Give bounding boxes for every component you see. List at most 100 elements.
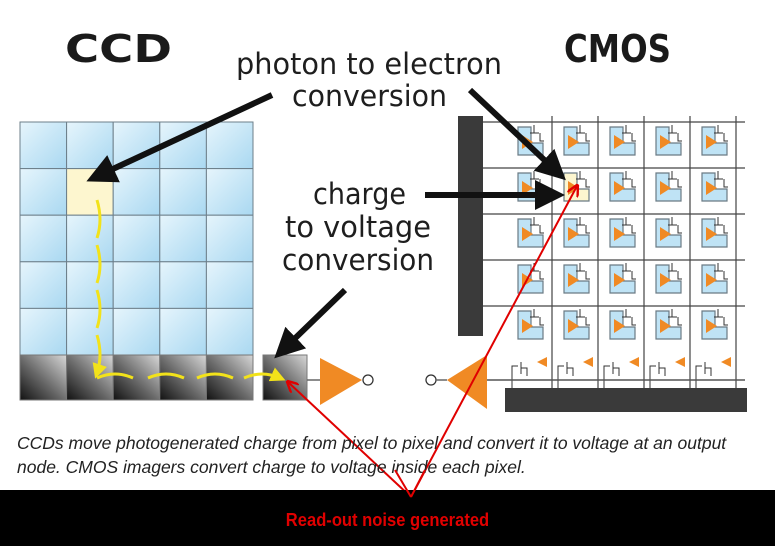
pixel-transistor-icon [530,217,544,234]
column-transistor-icon [603,362,620,388]
cmos-amplifier-icon [447,355,487,409]
pixel-transistor-icon [668,125,682,142]
pixel-amplifier-icon [660,135,671,149]
column-amplifier-icon [675,357,685,367]
pixel-amplifier-icon [706,227,717,241]
noise-arrow-ccd [288,382,412,498]
pixel-amplifier-icon [614,135,625,149]
pixel-amplifier-icon [706,273,717,287]
ccd-pixel [112,307,161,356]
charge-label-line2: to voltage [285,210,431,244]
ccd-amplifier-icon [320,358,362,405]
pixel-transistor-icon [530,309,544,326]
ccd-pixel-array [19,121,254,401]
ccd-pixel [112,214,161,263]
ccd-pixel [66,214,114,263]
charge-transfer-vertical [97,199,100,373]
ccd-pixel [19,168,68,216]
pixel-transistor-icon [668,309,682,326]
pixel-amplifier-icon [522,319,533,333]
pixel-transistor-icon [576,171,590,188]
photon-label-line1: photon to electron [236,47,502,81]
pixel-amplifier-icon [614,319,625,333]
pixel-transistor-icon [622,217,636,234]
ccd-pixel [66,121,114,170]
charge-label-line3: conversion [282,243,434,277]
ccd-pixel [159,261,207,309]
pixel-transistor-icon [668,263,682,280]
ccd-pixel [112,261,161,309]
ccd-pixel [159,307,207,356]
column-transistor-icon [649,362,666,388]
pixel-transistor-icon [622,309,636,326]
ccd-pixel [19,307,68,356]
ccd-highlighted-pixel [66,168,114,216]
column-amplifier-icon [583,357,593,367]
pixel-transistor-icon [668,171,682,188]
ccd-pixel [112,121,161,170]
charge-transfer-horizontal [96,374,280,378]
ccd-pixel [159,168,207,216]
pixel-amplifier-icon [568,319,579,333]
pixel-transistor-icon [576,125,590,142]
pixel-transistor-icon [576,217,590,234]
pixel-amplifier-icon [614,273,625,287]
ccd-readout-register-cell [19,354,68,401]
cmos-output-terminal [425,374,437,386]
ccd-readout-register-cell [66,354,114,401]
ccd-pixel [19,121,68,170]
ccd-pixel [19,261,68,309]
noise-annotation: Read-out noise generated [285,510,490,530]
pixel-transistor-icon [622,125,636,142]
pixel-transistor-icon [622,171,636,188]
photon-label-line2: conversion [292,79,447,113]
pixel-amplifier-icon [522,181,533,195]
pixel-amplifier-icon [660,181,671,195]
pixel-transistor-icon [714,309,728,326]
arrow-to-output-node [274,287,348,359]
ccd-pixel [66,261,114,309]
ccd-pixel [205,121,254,170]
column-readout-bar [505,388,747,412]
pixel-amplifier-icon [660,319,671,333]
column-amplifier-icon [629,357,639,367]
row-select-bar [458,116,483,336]
ccd-pixel [66,307,114,356]
noise-arrow-cmos [410,186,577,498]
pixel-amplifier-icon [568,135,579,149]
pixel-transistor-icon [530,171,544,188]
arrow-to-ccd-pixel [86,92,274,183]
pixel-amplifier-icon [568,227,579,241]
pixel-transistor-icon [714,125,728,142]
pixel-amplifier-icon [706,181,717,195]
pixel-amplifier-icon [568,273,579,287]
pixel-transistor-icon [576,263,590,280]
pixel-amplifier-icon [706,135,717,149]
ccd-output-terminal [362,374,374,386]
ccd-pixel [205,168,254,216]
column-transistor-icon [557,362,574,388]
figure-caption: CCDs move photogenerated charge from pix… [17,433,727,477]
column-amplifier-icon [721,357,731,367]
ccd-pixel [205,214,254,263]
pixel-amplifier-icon [660,227,671,241]
pixel-transistor-icon [530,125,544,142]
pixel-transistor-icon [714,171,728,188]
column-transistor-icon [511,362,528,388]
pixel-amplifier-icon [660,273,671,287]
ccd-pixel [112,168,161,216]
annotation-band [0,490,775,546]
pixel-transistor-icon [714,217,728,234]
pixel-amplifier-icon [706,319,717,333]
cmos-pixel-array [483,116,745,388]
pixel-amplifier-icon [522,227,533,241]
arrow-to-cmos-pixel [467,87,566,181]
column-amplifier-icon [537,357,547,367]
pixel-transistor-icon [576,309,590,326]
charge-label-line1: charge [313,177,406,211]
ccd-pixel [205,307,254,356]
pixel-amplifier-icon [614,181,625,195]
ccd-title: CCD [65,27,172,71]
pixel-transistor-icon [622,263,636,280]
